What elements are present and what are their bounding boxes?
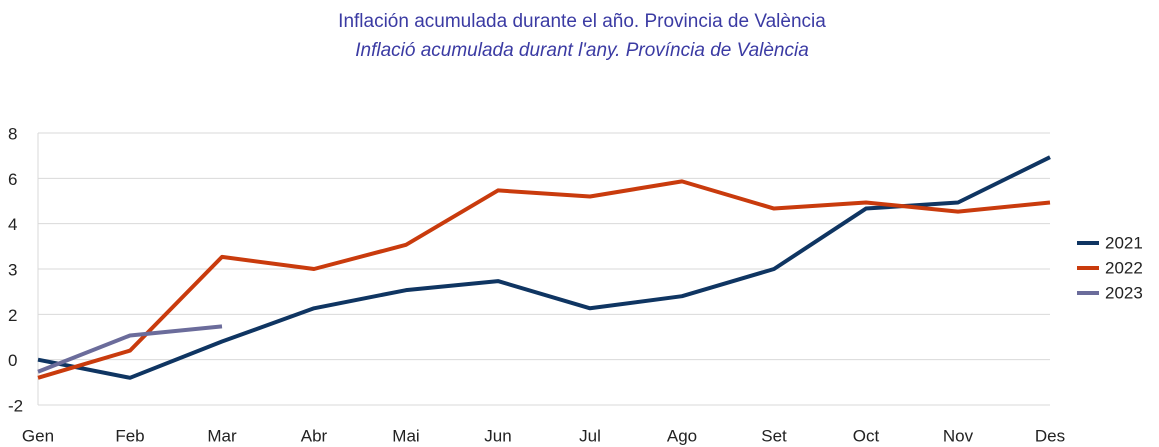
x-tick-label: Oct — [853, 426, 880, 445]
series-line — [37, 179, 1051, 380]
chart-title: Inflación acumulada durante el año. Prov… — [338, 11, 826, 32]
x-tick-label: Gen — [22, 426, 54, 445]
y-tick-label: 4 — [8, 215, 17, 234]
x-tick-label: Nov — [943, 426, 974, 445]
series-line — [37, 155, 1051, 380]
y-tick-label: 8 — [8, 124, 17, 143]
chart-subtitle: Inflació acumulada durant l'any. Provínc… — [355, 40, 809, 61]
legend-label: 2021 — [1105, 233, 1143, 252]
series-line — [37, 324, 223, 374]
legend-label: 2022 — [1105, 258, 1143, 277]
x-tick-label: Jul — [579, 426, 601, 445]
x-tick-label: Ago — [667, 426, 697, 445]
x-tick-label: Des — [1035, 426, 1065, 445]
y-tick-label: 3 — [8, 260, 17, 279]
y-tick-label: 2 — [8, 306, 17, 325]
x-tick-label: Abr — [301, 426, 328, 445]
x-tick-label: Mai — [392, 426, 419, 445]
y-tick-label: 6 — [8, 170, 17, 189]
legend-label: 2023 — [1105, 283, 1143, 302]
y-tick-label: 0 — [8, 351, 17, 370]
x-tick-label: Jun — [484, 426, 511, 445]
x-tick-label: Feb — [115, 426, 144, 445]
x-tick-label: Mar — [207, 426, 237, 445]
y-tick-label: -2 — [8, 396, 23, 415]
x-tick-label: Set — [761, 426, 787, 445]
